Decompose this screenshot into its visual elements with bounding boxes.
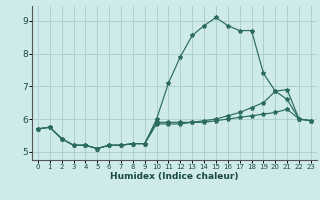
X-axis label: Humidex (Indice chaleur): Humidex (Indice chaleur) bbox=[110, 172, 239, 181]
